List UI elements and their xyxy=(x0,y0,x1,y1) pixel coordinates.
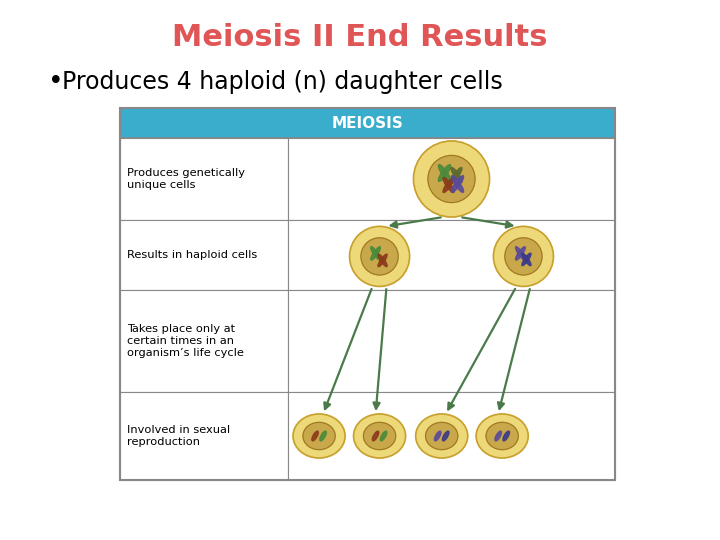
Ellipse shape xyxy=(495,431,501,441)
Ellipse shape xyxy=(312,431,318,441)
Ellipse shape xyxy=(443,178,454,192)
Bar xyxy=(120,138,288,220)
Ellipse shape xyxy=(350,226,410,286)
Ellipse shape xyxy=(364,422,396,450)
Ellipse shape xyxy=(413,141,490,217)
Ellipse shape xyxy=(371,247,380,260)
Ellipse shape xyxy=(505,238,542,275)
Text: Involved in sexual
reproduction: Involved in sexual reproduction xyxy=(127,425,230,447)
Text: Produces genetically
unique cells: Produces genetically unique cells xyxy=(127,168,245,190)
Text: Results in haploid cells: Results in haploid cells xyxy=(127,250,257,260)
Ellipse shape xyxy=(361,238,398,275)
Ellipse shape xyxy=(451,176,464,192)
Ellipse shape xyxy=(371,247,380,260)
Text: •: • xyxy=(48,69,63,95)
Bar xyxy=(288,290,615,392)
Ellipse shape xyxy=(451,176,464,192)
Ellipse shape xyxy=(443,178,454,192)
Text: Takes place only at
certain times in an
organism’s life cycle: Takes place only at certain times in an … xyxy=(127,325,244,357)
Text: Produces 4 haploid (n) daughter cells: Produces 4 haploid (n) daughter cells xyxy=(62,70,503,94)
Ellipse shape xyxy=(380,431,387,441)
Ellipse shape xyxy=(516,247,526,260)
Ellipse shape xyxy=(303,422,336,450)
Bar xyxy=(288,138,615,220)
Bar xyxy=(120,392,288,480)
Ellipse shape xyxy=(451,167,462,183)
Ellipse shape xyxy=(486,422,518,450)
Bar xyxy=(120,108,615,138)
Ellipse shape xyxy=(503,431,510,441)
Ellipse shape xyxy=(438,165,451,181)
Bar xyxy=(120,290,288,392)
Ellipse shape xyxy=(451,167,462,183)
Ellipse shape xyxy=(522,253,531,266)
Ellipse shape xyxy=(378,254,387,267)
Ellipse shape xyxy=(372,431,379,441)
Bar xyxy=(120,108,615,480)
Ellipse shape xyxy=(428,156,475,202)
Ellipse shape xyxy=(378,254,387,267)
Ellipse shape xyxy=(293,414,345,458)
Ellipse shape xyxy=(426,422,458,450)
Ellipse shape xyxy=(476,414,528,458)
Text: Meiosis II End Results: Meiosis II End Results xyxy=(172,24,548,52)
Ellipse shape xyxy=(438,165,451,181)
Ellipse shape xyxy=(516,247,526,260)
Ellipse shape xyxy=(434,431,441,441)
Ellipse shape xyxy=(354,414,405,458)
Text: MEIOSIS: MEIOSIS xyxy=(332,116,403,131)
Ellipse shape xyxy=(320,431,326,441)
Bar xyxy=(288,392,615,480)
Ellipse shape xyxy=(415,414,468,458)
Ellipse shape xyxy=(493,226,554,286)
Ellipse shape xyxy=(442,431,449,441)
Bar xyxy=(288,220,615,290)
Bar xyxy=(120,220,288,290)
Ellipse shape xyxy=(522,253,531,266)
